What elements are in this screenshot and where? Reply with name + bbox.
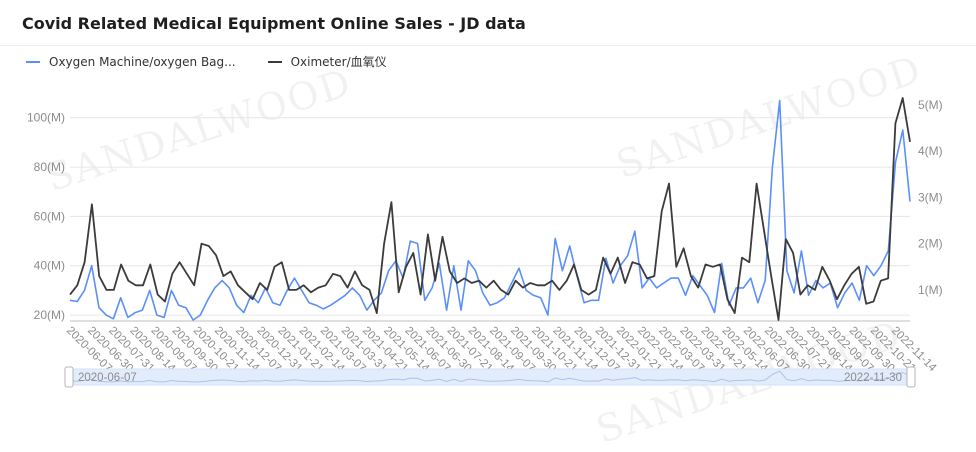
slider-handle-left[interactable] (64, 366, 74, 388)
slider-start-label: 2020-06-07 (78, 372, 137, 384)
legend-item-oximeter[interactable]: Oximeter/血氧仪 (267, 53, 387, 70)
right-axis-tick-label: 5(M) (918, 98, 943, 112)
legend-swatch-oxygen (26, 60, 40, 63)
legend: Oxygen Machine/oxygen Bag... Oximeter/血氧… (26, 53, 419, 70)
chart-title: Covid Related Medical Equipment Online S… (22, 14, 526, 33)
legend-swatch-oximeter (267, 60, 282, 63)
line-chart: 20(M) 40(M) 60(M) 80(M) 100(M) 1(M) 2(M) 3(M) 4(… (27, 97, 943, 388)
series-line-oxygen (69, 99, 911, 321)
series-line-oximeter (69, 97, 911, 321)
legend-label-oxygen: Oxygen Machine/oxygen Bag... (49, 54, 236, 69)
title-divider (0, 45, 976, 46)
left-axis-tick-label: 20(M) (34, 308, 65, 322)
legend-label-oximeter: Oximeter/血氧仪 (290, 55, 387, 69)
right-axis-tick-label: 1(M) (918, 283, 943, 297)
slider-track[interactable] (69, 368, 911, 386)
left-axis-tick-label: 40(M) (34, 259, 65, 273)
slider-handle-right[interactable] (906, 366, 916, 388)
right-axis-tick-label: 2(M) (918, 237, 943, 251)
left-axis-tick-label: 60(M) (34, 209, 65, 223)
legend-item-oxygen[interactable]: Oxygen Machine/oxygen Bag... (26, 55, 236, 69)
right-axis-tick-label: 4(M) (918, 144, 943, 158)
left-axis-tick-label: 100(M) (27, 111, 65, 125)
slider-end-label: 2022-11-30 (844, 372, 902, 384)
slider-sparkline (69, 370, 911, 383)
left-axis-tick-label: 80(M) (34, 160, 65, 174)
right-axis-tick-label: 3(M) (918, 190, 943, 204)
